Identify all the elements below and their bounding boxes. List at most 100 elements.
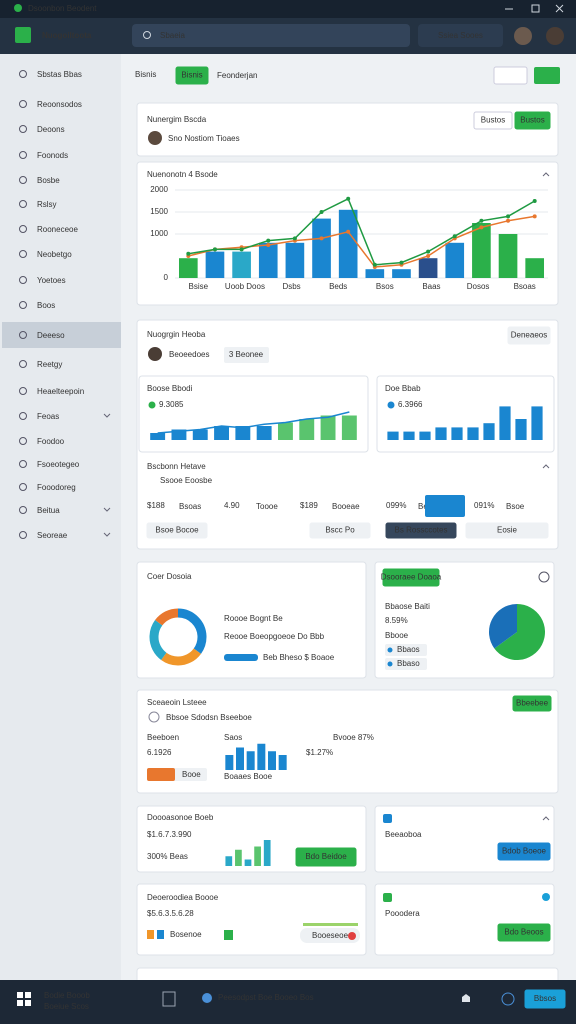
taskbar-icon[interactable] (202, 993, 212, 1003)
button[interactable] (512, 695, 552, 712)
settings-icon[interactable] (538, 571, 550, 583)
button[interactable] (473, 111, 513, 130)
donut-text: Reooe Boeopgoeoe Do Bbb (224, 632, 325, 641)
nav-icon[interactable] (19, 531, 27, 539)
button-label[interactable]: Dsooraee Doaoa (381, 573, 442, 582)
donut-segment (149, 608, 207, 666)
button[interactable] (385, 522, 457, 539)
button-label[interactable]: Bisnis (181, 71, 202, 80)
taskbar-icon (162, 991, 176, 1007)
line-point (479, 218, 484, 223)
bar (205, 251, 225, 278)
bar (235, 426, 251, 440)
button-label[interactable]: Deneaeos (511, 331, 547, 340)
bar (299, 419, 315, 440)
avatar[interactable] (546, 27, 564, 45)
line-point (506, 214, 511, 219)
nav-icon[interactable] (19, 200, 27, 208)
nav-item: Deeeso (37, 331, 65, 340)
button[interactable] (524, 989, 566, 1009)
button[interactable] (146, 522, 208, 539)
tray-icon (462, 994, 470, 1002)
card-title: Beeaoboa (385, 830, 422, 839)
nav-icon[interactable] (19, 100, 27, 108)
nav-icon[interactable] (19, 276, 27, 284)
button-label[interactable]: Bustos (481, 116, 505, 125)
button[interactable] (497, 842, 551, 861)
button[interactable] (309, 522, 371, 539)
avatar[interactable] (514, 27, 532, 45)
bar (392, 269, 411, 278)
chevron (542, 816, 550, 821)
bar (235, 849, 242, 866)
button[interactable] (175, 66, 209, 85)
chart-title: Nuenonotn 4 Bsode (147, 170, 218, 179)
nav-icon[interactable] (19, 483, 27, 491)
x-tick-label: Dsbs (282, 282, 300, 291)
nav-icon[interactable] (19, 360, 27, 368)
x-tick-label: Bsoas (514, 282, 536, 291)
header-action: Ssiea Sooes (438, 31, 483, 40)
nav-icon[interactable] (19, 437, 27, 445)
button-label[interactable]: Bbeebee (516, 699, 549, 708)
line-point (266, 238, 271, 243)
card (374, 883, 555, 956)
button[interactable] (465, 522, 549, 539)
line-point (319, 210, 324, 214)
button-label[interactable]: Bdo Beidoe (305, 852, 347, 861)
bar (312, 218, 331, 278)
card-value: $5.6.3.5.6.28 (147, 909, 194, 918)
nav-icon[interactable] (19, 250, 27, 258)
button[interactable] (507, 326, 551, 345)
stat-value: $189 (300, 501, 318, 510)
legend-swatch (224, 930, 233, 940)
bar (531, 406, 543, 440)
y-tick-label: 2000 (150, 185, 168, 194)
bar (320, 415, 336, 440)
avatar (148, 131, 162, 145)
bar (338, 209, 358, 278)
pie-sub: Bbooe (385, 631, 409, 640)
button-label[interactable]: Bbsos (534, 994, 556, 1003)
trend-line (188, 215, 535, 268)
nav-icon[interactable] (19, 412, 27, 420)
app-icon (14, 4, 22, 12)
nav-icon[interactable] (19, 225, 27, 233)
button[interactable] (295, 847, 357, 867)
button-label[interactable]: Bscc Po (325, 526, 355, 535)
button-label[interactable]: Bsoe Bocoe (155, 526, 199, 535)
section-subtitle: Ssooe Eoosbe (160, 476, 213, 485)
button[interactable] (514, 111, 551, 130)
button-label[interactable]: Bs Rossccotes (395, 526, 448, 535)
search-box[interactable] (132, 24, 410, 47)
button[interactable] (497, 923, 551, 942)
highlight-button[interactable] (425, 495, 465, 517)
button-label[interactable]: Bdob Boeoe (502, 847, 547, 856)
nav-icon[interactable] (19, 301, 27, 309)
nav-icon[interactable] (19, 176, 27, 184)
nav-icon[interactable] (19, 125, 27, 133)
window-title: Dsoonbon Beodent (28, 4, 97, 13)
window-control[interactable] (531, 4, 540, 13)
window-control[interactable] (555, 4, 564, 13)
button[interactable] (382, 568, 440, 587)
mini-value: 6.3966 (398, 400, 423, 409)
nav-icon[interactable] (19, 331, 27, 339)
button-label[interactable]: Eosie (497, 526, 518, 535)
bar (277, 422, 293, 440)
legend-chip (385, 644, 427, 656)
nav-icon[interactable] (19, 151, 27, 159)
start-icon[interactable] (17, 992, 31, 1006)
nav-icon[interactable] (19, 460, 27, 468)
legend-label: Bbaos (397, 645, 420, 654)
nav-icon[interactable] (19, 70, 27, 78)
nav-icon[interactable] (19, 387, 27, 395)
legend-label: Bosenoe (170, 930, 202, 939)
button-label[interactable]: Bustos (520, 116, 544, 125)
card-subtitle: Beoeedoes (169, 350, 209, 359)
button-label[interactable]: Bdo Beoos (504, 928, 543, 937)
bar (483, 423, 495, 440)
legend-label: Bbaso (397, 659, 420, 668)
nav-icon[interactable] (19, 506, 27, 514)
action-box[interactable] (418, 24, 503, 47)
